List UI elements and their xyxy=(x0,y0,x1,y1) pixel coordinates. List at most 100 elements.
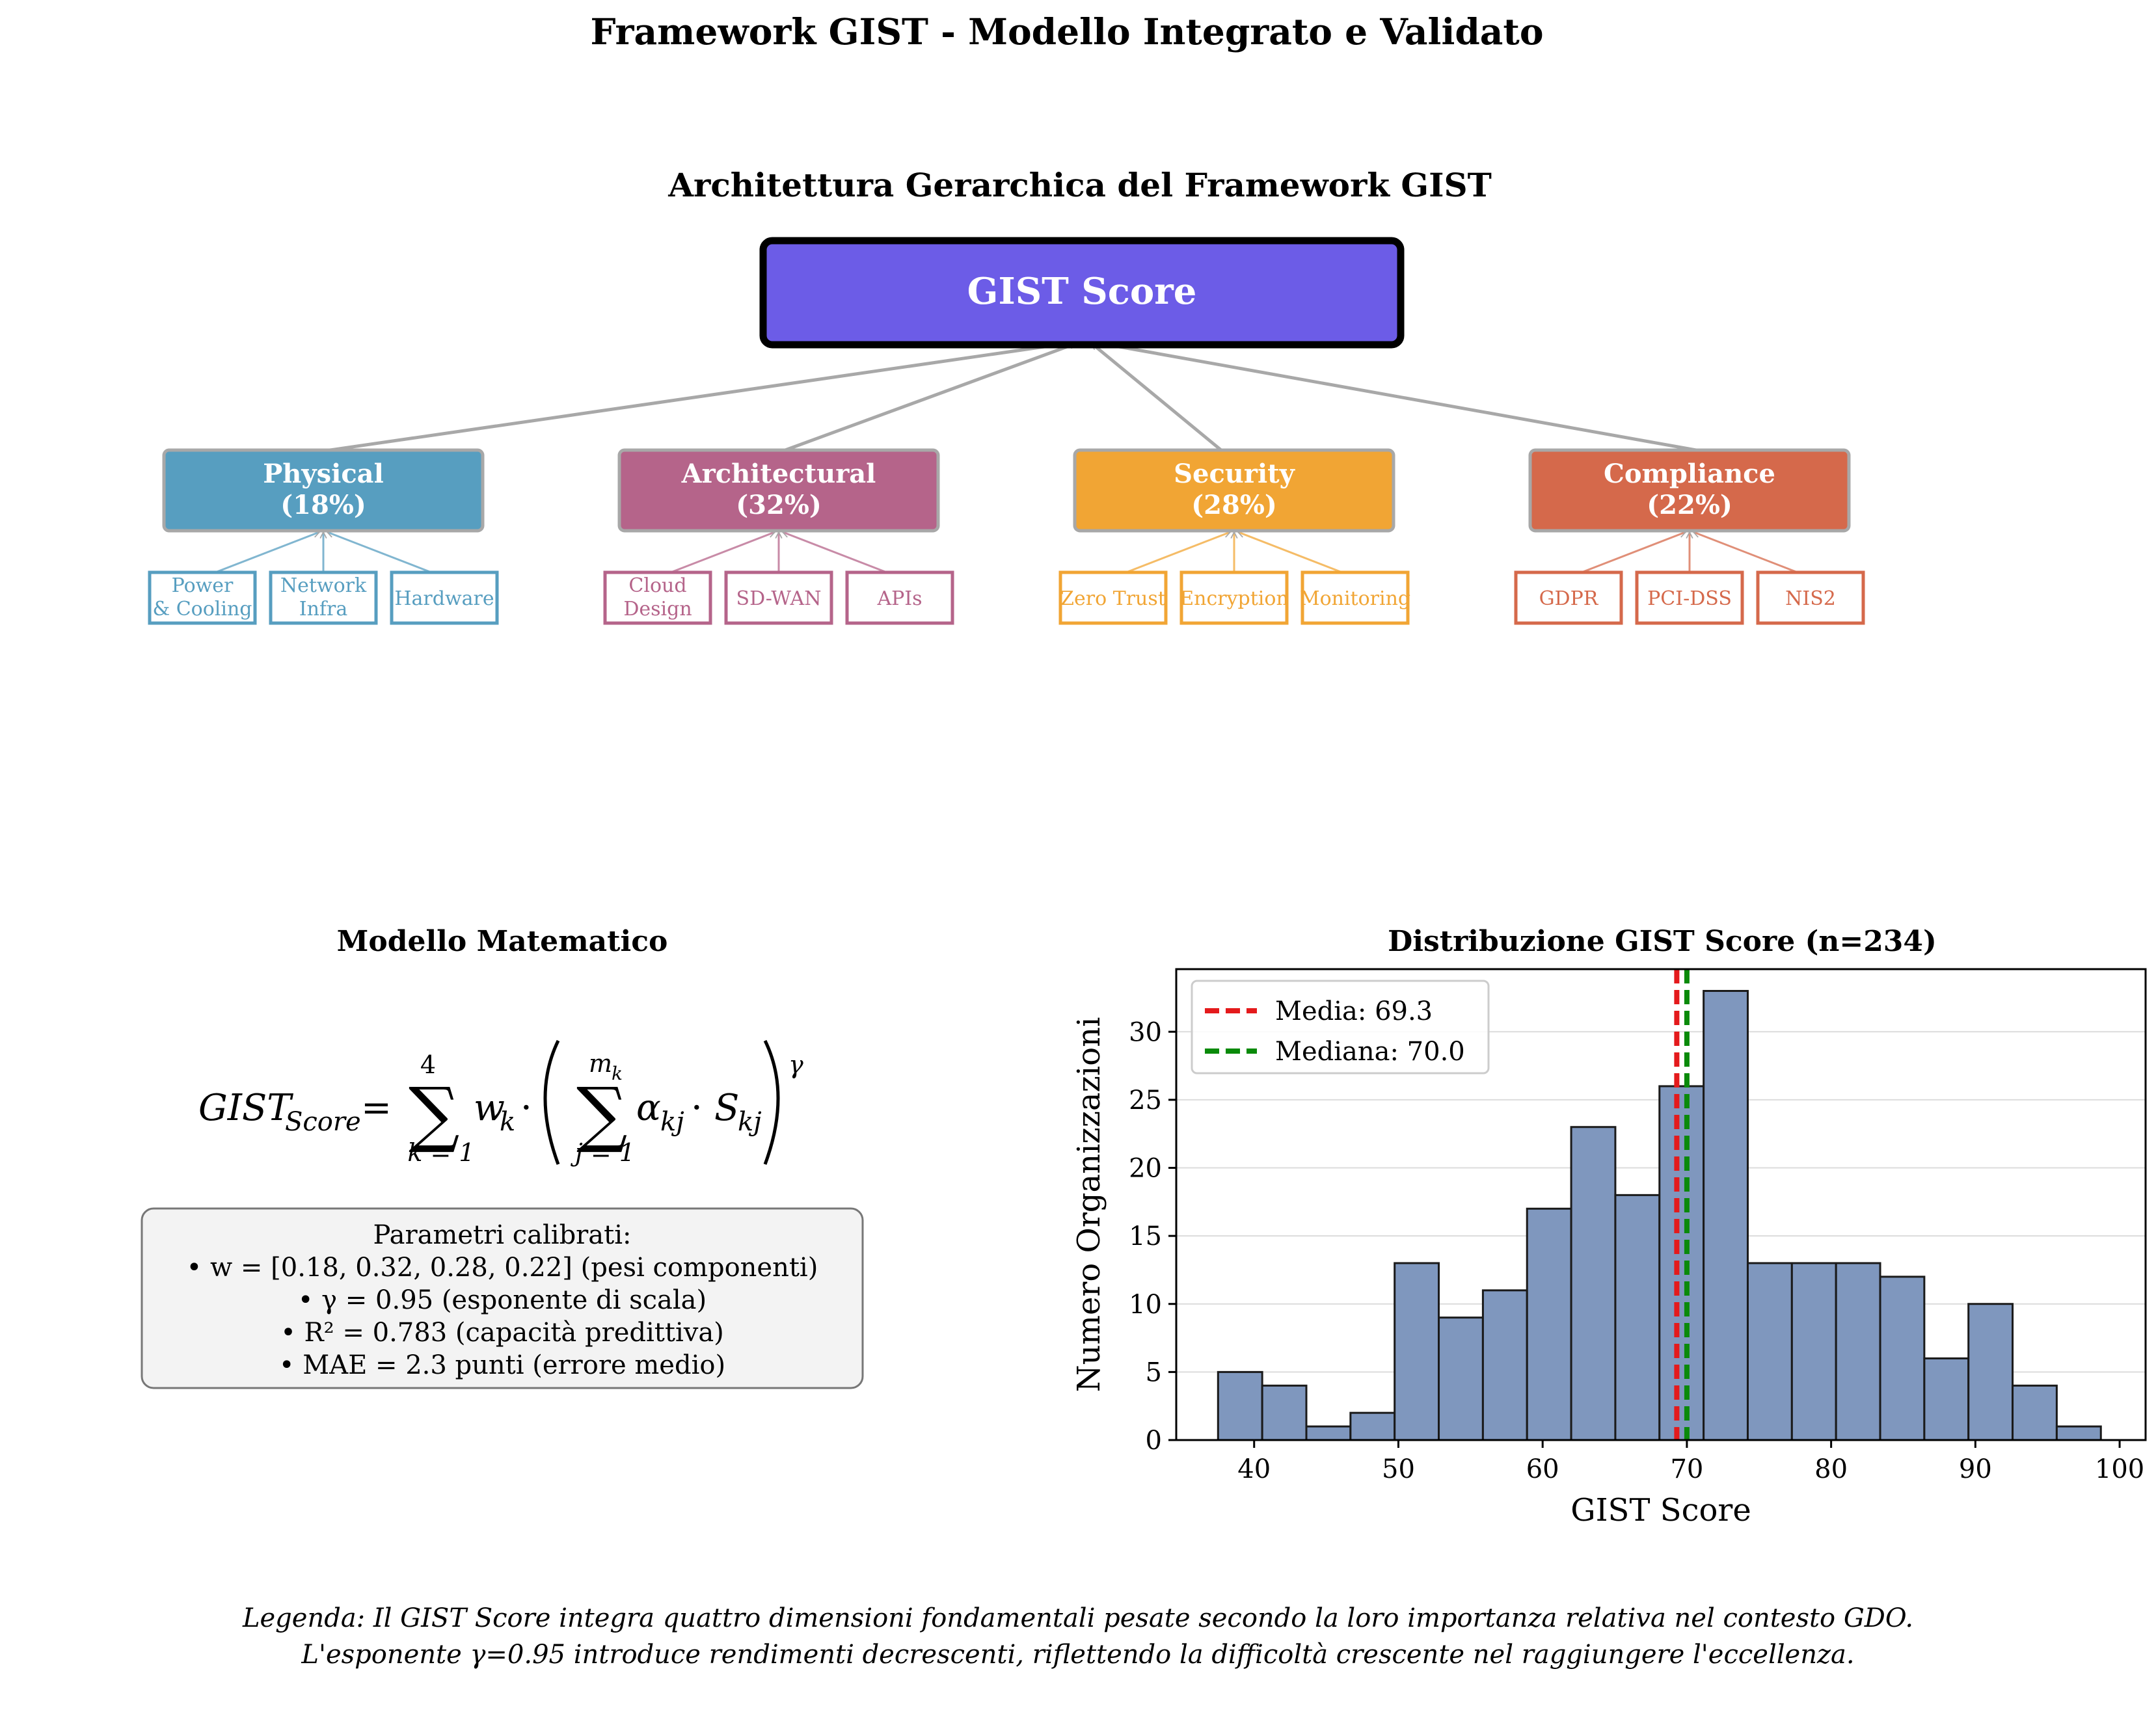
x-tick-label: 90 xyxy=(1959,1454,1992,1484)
hierarchy-edge-compliance xyxy=(1101,343,1697,452)
histogram-bar xyxy=(1879,1275,1926,1441)
model-title: Modello Matematico xyxy=(337,925,668,958)
svg-text:4: 4 xyxy=(420,1050,436,1079)
histogram-bar xyxy=(1790,1262,1837,1441)
subcomponent-box xyxy=(1514,570,1623,625)
component-name: Physical xyxy=(263,459,384,489)
caption-line-1: Legenda: Il GIST Score integra quattro d… xyxy=(242,1603,1914,1633)
sub-edge xyxy=(1693,532,1798,574)
y-tick-label: 0 xyxy=(1146,1426,1162,1456)
plot-frame xyxy=(1175,968,2147,1441)
subcomponent-box xyxy=(603,570,712,625)
param-line: • R² = 0.783 (capacità predittiva) xyxy=(280,1318,724,1348)
legend-label: Mediana: 70.0 xyxy=(1275,1037,1465,1067)
params-title: Parametri calibrati: xyxy=(373,1220,632,1250)
svg-text:m: m xyxy=(589,1049,612,1078)
sub-edge xyxy=(1581,532,1686,574)
histogram-chart: Distribuzione GIST Score (n=234) 40 50 60 7… xyxy=(1071,925,2147,1529)
x-tick-label: 40 xyxy=(1237,1454,1271,1484)
subcomponent-label: Cloud xyxy=(628,574,686,597)
gist-score-root-label: GIST Score xyxy=(967,270,1197,313)
svg-text:α: α xyxy=(636,1087,661,1129)
svg-text:γ: γ xyxy=(788,1050,803,1079)
subcomponent-label: Design xyxy=(623,598,692,621)
y-tick-label: 25 xyxy=(1129,1086,1162,1115)
sub-edge xyxy=(1125,532,1230,574)
sub-edge xyxy=(215,532,319,574)
histogram-bar xyxy=(1658,1085,1705,1441)
svg-text:j = 1: j = 1 xyxy=(571,1138,635,1167)
component-weight: (18%) xyxy=(280,490,366,520)
x-axis-label: GIST Score xyxy=(1570,1492,1751,1529)
svg-text:·: · xyxy=(691,1087,703,1129)
subcomponent-label: Power xyxy=(172,574,234,597)
chart-legend: Media: 69.3 Mediana: 70.0 xyxy=(1191,980,1490,1075)
subcomponent-box xyxy=(1635,570,1744,625)
svg-text:·: · xyxy=(520,1087,532,1129)
histogram-bar xyxy=(1349,1411,1396,1441)
param-line: • γ = 0.95 (esponente di scala) xyxy=(298,1285,707,1315)
x-tick-label: 80 xyxy=(1814,1454,1848,1484)
subcomponent-box xyxy=(1756,570,1865,625)
subcomponent-box xyxy=(1058,570,1168,625)
y-tick-label: 5 xyxy=(1146,1357,1162,1387)
sub-edge xyxy=(670,532,775,574)
histogram-bar xyxy=(1703,989,1749,1441)
histogram-bar xyxy=(1614,1194,1661,1441)
subcomponent-label: Network xyxy=(280,574,367,597)
math-model-panel: Modello Matematico GIST Score = 4 ∑ k = … xyxy=(141,925,864,1389)
gist-formula: GIST Score = 4 ∑ k = 1 w k · m k ∑ j = 1… xyxy=(198,1039,803,1167)
y-tick-label: 15 xyxy=(1129,1222,1162,1251)
figure-title: Framework GIST - Modello Integrato e Val… xyxy=(590,10,1543,53)
svg-text:Score: Score xyxy=(285,1107,361,1137)
histogram-bar xyxy=(2012,1384,2058,1441)
histogram-bar xyxy=(1217,1370,1263,1441)
subcomponent-box xyxy=(269,570,378,625)
svg-text:k = 1: k = 1 xyxy=(407,1138,474,1167)
svg-text:GIST: GIST xyxy=(198,1087,293,1129)
y-axis-label: Numero Organizzazioni xyxy=(1071,1017,1107,1393)
component-box-compliance xyxy=(1528,448,1851,533)
legend-label: Media: 69.3 xyxy=(1275,996,1433,1026)
y-tick-label: 30 xyxy=(1129,1017,1162,1047)
subcomponent-box xyxy=(148,570,257,625)
x-tick-label: 60 xyxy=(1526,1454,1559,1484)
histogram-bar xyxy=(1261,1384,1308,1441)
subcomponent-label: Encryption xyxy=(1179,587,1289,610)
histogram-bar xyxy=(1526,1207,1572,1441)
component-box-security xyxy=(1073,448,1395,533)
svg-text:∑: ∑ xyxy=(576,1072,628,1155)
subcomponent-box xyxy=(1300,570,1410,625)
subcomponent-box xyxy=(390,570,499,625)
component-weight: (28%) xyxy=(1191,490,1277,520)
histogram-bar xyxy=(2055,1425,2102,1441)
subcomponent-label: Monitoring xyxy=(1300,587,1410,610)
subcomponent-label: & Cooling xyxy=(152,598,252,621)
histogram-bar xyxy=(1394,1262,1440,1441)
y-tick-label: 20 xyxy=(1129,1154,1162,1184)
component-name: Security xyxy=(1174,459,1296,489)
component-name: Architectural xyxy=(681,459,876,489)
subcomponent-label: Zero Trust xyxy=(1060,587,1166,610)
svg-text:S: S xyxy=(714,1087,739,1129)
histogram-bar xyxy=(1481,1289,1528,1441)
histogram-bar xyxy=(1570,1126,1617,1441)
subcomponent-label: SD-WAN xyxy=(736,587,822,610)
x-tick-label: 100 xyxy=(2095,1454,2144,1484)
histogram-bar xyxy=(1967,1303,2014,1441)
subcomponent-label: Hardware xyxy=(394,587,494,610)
param-line: • w = [0.18, 0.32, 0.28, 0.22] (pesi com… xyxy=(187,1253,818,1283)
svg-text:kj: kj xyxy=(660,1107,684,1137)
subcomponent-box xyxy=(845,570,954,625)
caption-line-2: L'esponente γ=0.95 introduce rendimenti … xyxy=(301,1640,1855,1670)
component-box-physical xyxy=(162,448,485,533)
subcomponent-label: Infra xyxy=(299,598,348,621)
component-name: Compliance xyxy=(1604,459,1775,489)
x-tick-label: 70 xyxy=(1670,1454,1703,1484)
svg-text:k: k xyxy=(500,1107,515,1137)
sub-edge xyxy=(327,532,432,574)
gist-score-root-box xyxy=(759,237,1405,349)
svg-text:w: w xyxy=(474,1087,505,1129)
hierarchy-edge-architectural xyxy=(785,341,1076,452)
